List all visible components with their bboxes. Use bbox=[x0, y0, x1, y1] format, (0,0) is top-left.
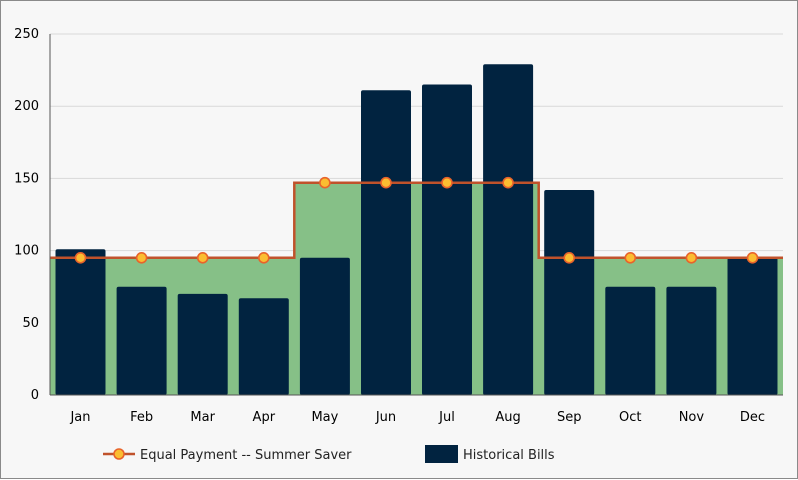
x-tick-label: Mar bbox=[190, 410, 215, 425]
point-equal-payment-oct[interactable] bbox=[624, 251, 637, 264]
bar-historical-apr[interactable] bbox=[238, 298, 289, 395]
x-tick-label: Jun bbox=[375, 410, 396, 425]
legend-label-equal-payment: Equal Payment -- Summer Saver bbox=[140, 448, 352, 463]
x-tick-label: Oct bbox=[619, 410, 641, 425]
point-equal-payment-jun[interactable] bbox=[380, 176, 392, 189]
point-equal-payment-jul[interactable] bbox=[441, 176, 453, 189]
point-equal-payment-nov[interactable] bbox=[685, 251, 698, 264]
bar-historical-oct[interactable] bbox=[605, 286, 656, 395]
equal-payment-line bbox=[50, 181, 783, 260]
x-tick-label: Apr bbox=[253, 410, 276, 425]
x-tick-label: Dec bbox=[740, 410, 765, 425]
bar-historical-feb[interactable] bbox=[116, 286, 167, 395]
bar-historical-nov[interactable] bbox=[666, 286, 717, 395]
x-tick-label: May bbox=[311, 410, 338, 425]
point-equal-payment-may[interactable] bbox=[319, 176, 331, 189]
point-equal-payment-apr[interactable] bbox=[257, 251, 270, 264]
y-tick-label: 150 bbox=[14, 171, 39, 186]
bar-historical-jan[interactable] bbox=[55, 249, 106, 395]
point-equal-payment-aug[interactable] bbox=[502, 176, 514, 189]
bar-historical-jun[interactable] bbox=[361, 90, 411, 396]
x-tick-label: Feb bbox=[130, 410, 153, 425]
bar-historical-dec[interactable] bbox=[727, 257, 778, 395]
legend-bar-swatch bbox=[425, 445, 458, 463]
equal-payment-area bbox=[50, 182, 783, 395]
bar-historical-mar[interactable] bbox=[177, 293, 228, 395]
x-tick-label: Sep bbox=[557, 410, 582, 425]
bar-historical-may[interactable] bbox=[299, 257, 350, 395]
bar-historical-sep[interactable] bbox=[544, 190, 595, 395]
bar-historical-aug[interactable] bbox=[483, 64, 534, 396]
point-equal-payment-feb[interactable] bbox=[135, 251, 148, 264]
y-tick-label: 0 bbox=[31, 388, 39, 403]
y-tick-label: 200 bbox=[14, 99, 39, 114]
y-tick-label: 50 bbox=[22, 316, 39, 331]
point-equal-payment-jan[interactable] bbox=[74, 251, 87, 264]
x-tick-label: Jul bbox=[438, 410, 455, 425]
point-equal-payment-dec[interactable] bbox=[746, 251, 759, 264]
x-tick-label: Nov bbox=[679, 410, 705, 425]
x-tick-label: Jan bbox=[69, 410, 90, 425]
point-equal-payment-sep[interactable] bbox=[563, 251, 576, 264]
point-equal-payment-mar[interactable] bbox=[196, 251, 209, 264]
x-tick-label: Aug bbox=[495, 410, 520, 425]
legend-label-historical-bills: Historical Bills bbox=[463, 448, 555, 463]
legend-marker-icon bbox=[113, 448, 125, 460]
y-tick-label: 250 bbox=[14, 27, 39, 42]
y-tick-label: 100 bbox=[14, 244, 39, 259]
bar-historical-jul[interactable] bbox=[422, 84, 472, 396]
